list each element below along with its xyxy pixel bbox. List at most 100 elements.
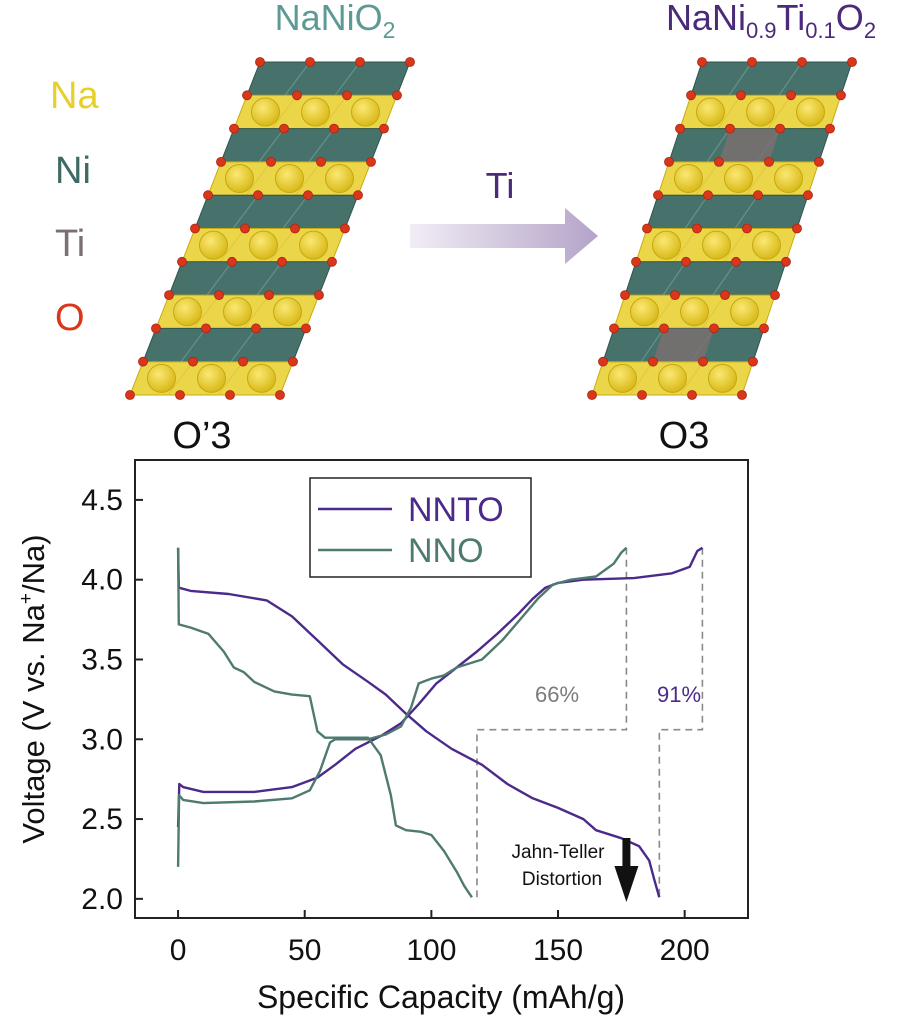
- legend-label-nnto: NNTO: [408, 491, 504, 529]
- o-atom: [731, 256, 741, 267]
- cell-edge: [712, 261, 737, 296]
- o-atom: [720, 290, 730, 301]
- na-atom: [301, 97, 330, 127]
- cell-edge: [219, 228, 246, 263]
- o-atom: [353, 190, 363, 201]
- o-atom: [340, 223, 350, 234]
- cell-edge: [695, 161, 720, 196]
- left-phase-label: O’3: [172, 415, 231, 457]
- cell-edge: [258, 128, 285, 163]
- left-formula-main: NaNiO: [275, 0, 383, 38]
- na-atom: [247, 363, 276, 393]
- o-atom: [151, 323, 161, 334]
- cell-edge: [734, 194, 759, 229]
- o-atom: [316, 156, 326, 167]
- o-atom: [725, 123, 735, 134]
- o-atom: [664, 156, 674, 167]
- cell-edge: [717, 94, 742, 129]
- left-formula-sub: 2: [383, 17, 396, 43]
- o-atom: [188, 356, 198, 367]
- o-atom: [238, 356, 248, 367]
- cell-edge: [232, 194, 259, 229]
- o-atom: [803, 190, 813, 201]
- cell-edge: [778, 61, 803, 96]
- o-atom: [653, 190, 663, 201]
- o-atom: [714, 156, 724, 167]
- na-atom: [275, 164, 304, 194]
- o-atom: [759, 323, 769, 334]
- cell-edge: [256, 261, 283, 296]
- o-atom: [175, 390, 185, 400]
- ni-layer: [220, 128, 385, 163]
- o-atom: [747, 57, 757, 67]
- annotation-66-percent: 66%: [535, 682, 579, 707]
- x-tick-label: 0: [170, 934, 187, 967]
- legend-ni: Ni: [55, 150, 91, 192]
- na-atom: [225, 164, 254, 194]
- y-tick-label: 2.0: [81, 883, 123, 916]
- y-tick-label: 4.5: [81, 484, 123, 517]
- o-atom: [225, 390, 235, 400]
- o-atom: [709, 323, 719, 334]
- y-tick-label: 2.5: [81, 803, 123, 836]
- na-atom: [351, 97, 380, 127]
- o-atom: [698, 356, 708, 367]
- cell-edge: [679, 361, 704, 396]
- legend-na: Na: [50, 75, 99, 117]
- o-atom: [201, 323, 211, 334]
- o-atom: [737, 390, 747, 400]
- cell-edge: [651, 294, 676, 329]
- na-atom: [708, 363, 737, 393]
- o-atom: [703, 190, 713, 201]
- ni-layer: [646, 194, 809, 229]
- o-atom: [659, 323, 669, 334]
- cell-edge: [723, 228, 748, 263]
- o-atom: [697, 57, 707, 67]
- guide-nnto: [658, 547, 704, 898]
- cell-edge: [269, 228, 296, 263]
- legend-ti: Ti: [55, 223, 85, 265]
- x-axis-label: Specific Capacity (mAh/g): [257, 979, 625, 1015]
- o-atom: [797, 57, 807, 67]
- na-atom: [724, 164, 753, 194]
- o-atom: [681, 256, 691, 267]
- o-atom: [275, 390, 285, 400]
- o-atom: [753, 190, 763, 201]
- chart-legend: NNTO NNO: [309, 477, 532, 578]
- na-atom: [249, 230, 278, 260]
- na-atom: [199, 230, 228, 260]
- guide-lines: [476, 547, 704, 898]
- transformation-arrow: [410, 208, 598, 264]
- na-atom: [299, 230, 328, 260]
- na-atom: [325, 164, 354, 194]
- na-atom: [251, 97, 280, 127]
- na-atom: [774, 164, 803, 194]
- o-atom: [609, 323, 619, 334]
- o-atom: [405, 57, 415, 67]
- na-atom: [147, 363, 176, 393]
- o-atom: [329, 123, 339, 134]
- o-atom: [366, 156, 376, 167]
- o-atom: [392, 90, 402, 101]
- right-phase-label: O3: [659, 415, 710, 457]
- o-atom: [305, 57, 315, 67]
- ni-layer: [194, 194, 359, 229]
- o-atom: [648, 356, 658, 367]
- y-tick-label: 4.0: [81, 564, 123, 597]
- cell-edge: [701, 294, 726, 329]
- na-atom: [608, 363, 637, 393]
- na-atom: [796, 97, 825, 127]
- cell-edge: [180, 328, 207, 363]
- o-atom: [214, 290, 224, 301]
- cell-edge: [295, 161, 322, 196]
- crystal-structure-right: [587, 57, 857, 400]
- o-atom: [240, 223, 250, 234]
- cell-edge: [282, 194, 309, 229]
- o-atom: [764, 156, 774, 167]
- o-atom: [620, 290, 630, 301]
- na-atom: [223, 297, 252, 327]
- cell-edge: [728, 61, 753, 96]
- ti-octahedron: [719, 128, 780, 162]
- cell-edge: [245, 161, 272, 196]
